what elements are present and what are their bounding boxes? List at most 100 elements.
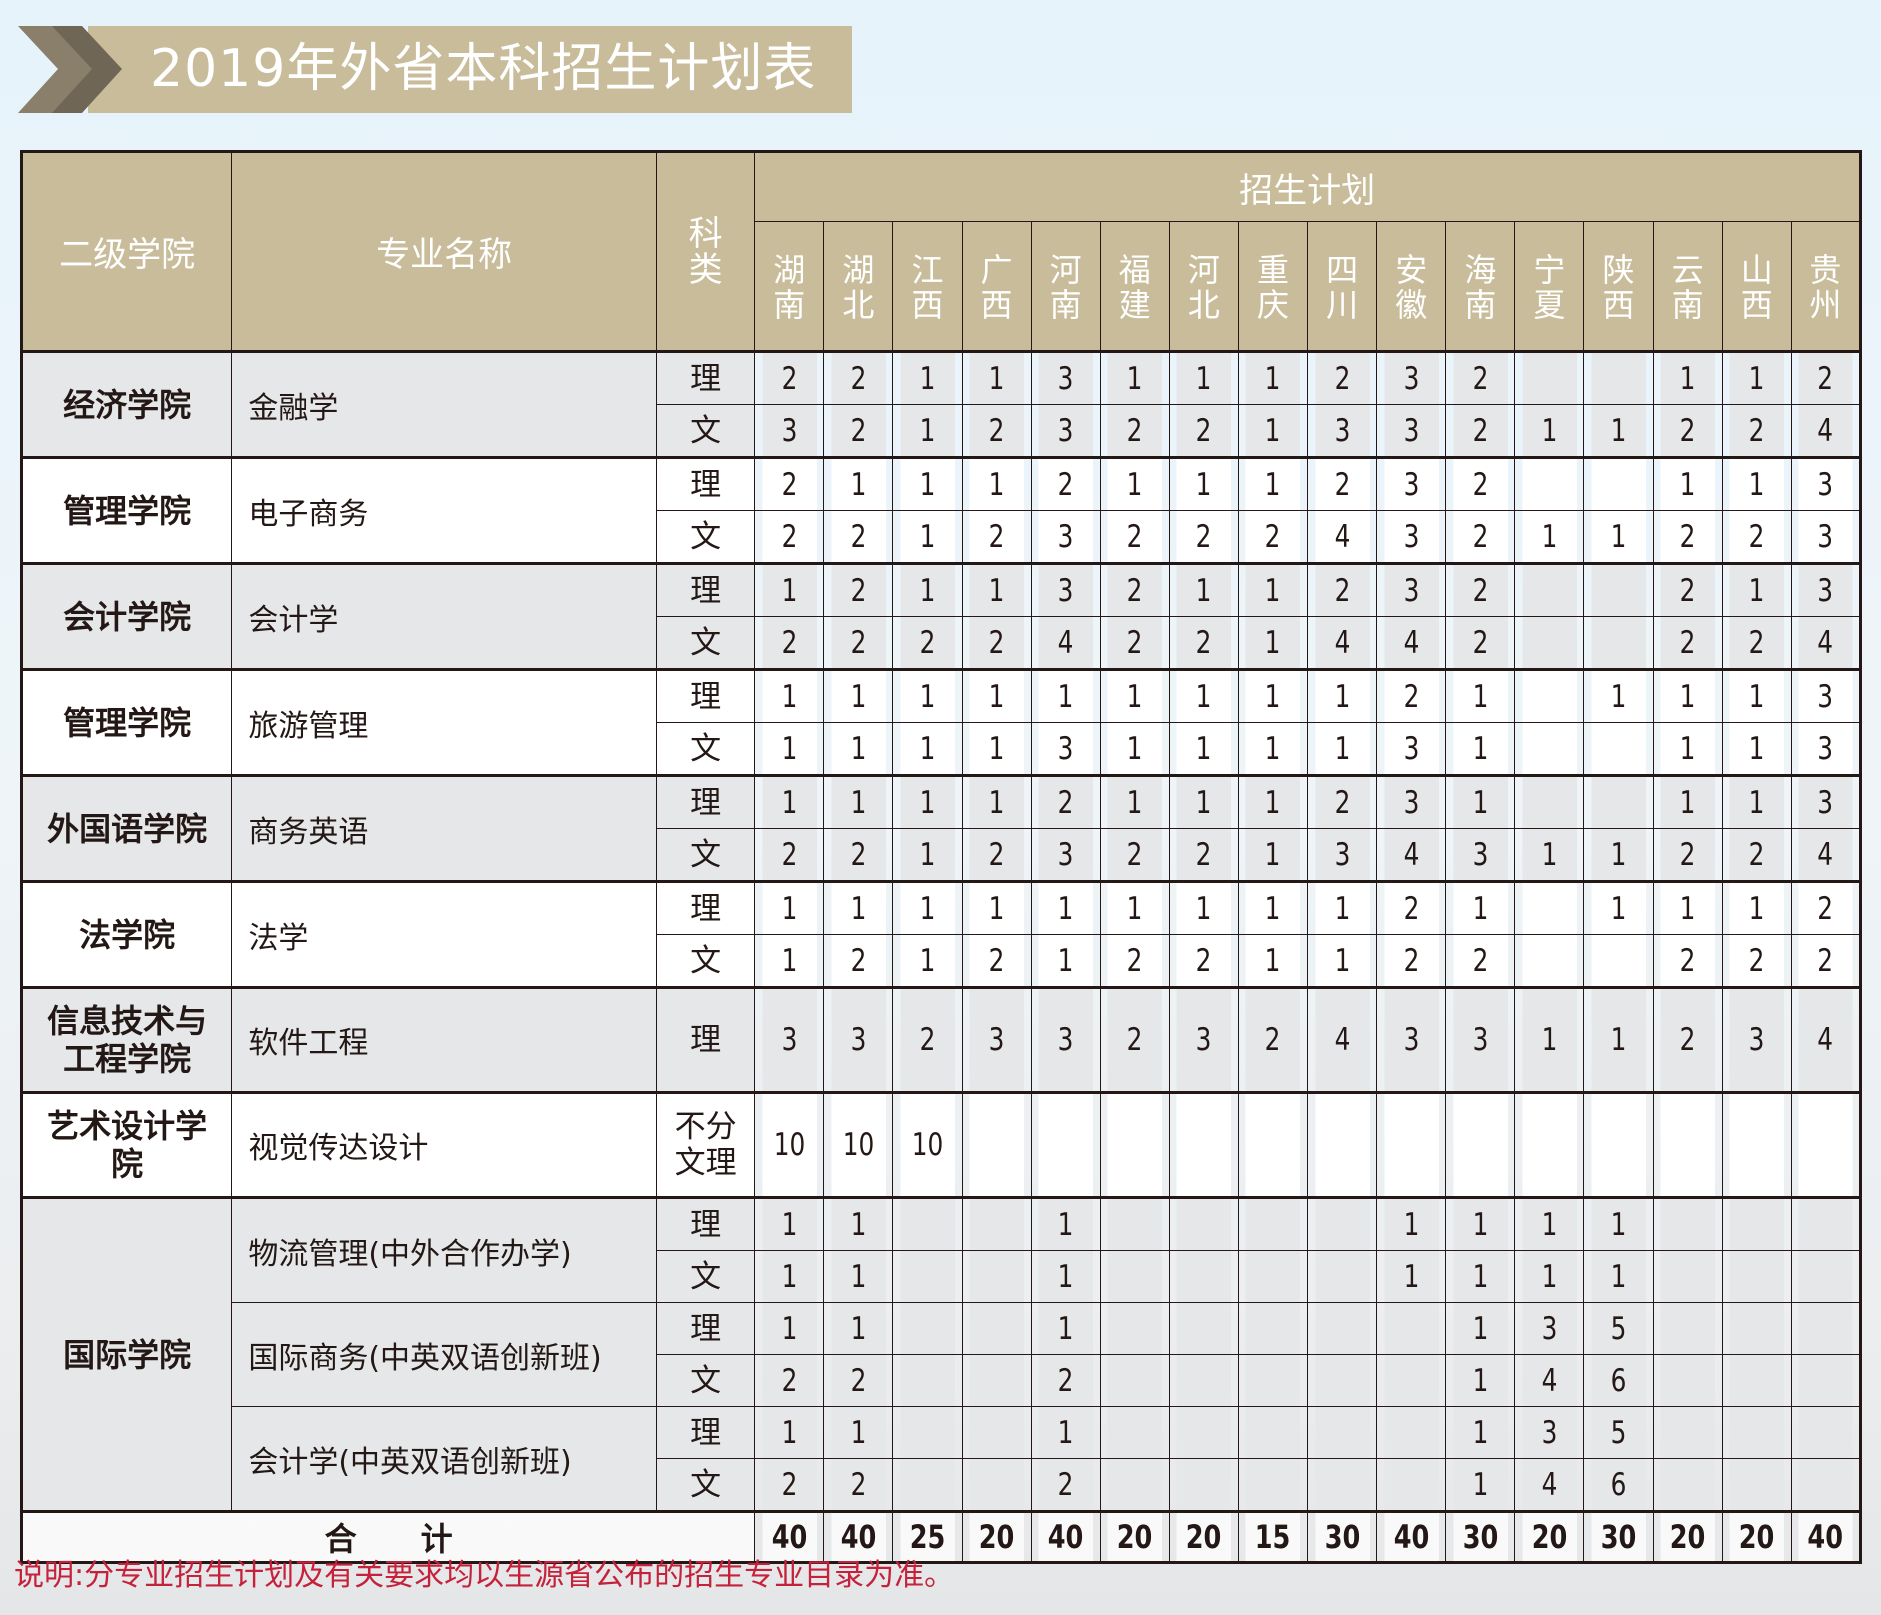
quota-cell: 6 <box>1590 1458 1647 1512</box>
quota-cell: 2 <box>1452 562 1509 617</box>
quota-cell: 1 <box>1452 1196 1509 1251</box>
college-cell: 管理学院 <box>20 668 233 776</box>
quota-cell: 5 <box>1590 1406 1647 1459</box>
quota-cell: 1 <box>1244 350 1302 405</box>
quota-cell <box>1452 1091 1509 1198</box>
quota-cell: 2 <box>1728 404 1785 458</box>
quota-cell: 1 <box>1175 562 1232 617</box>
quota-cell: 2 <box>1106 510 1163 564</box>
quota-cell: 2 <box>830 828 887 882</box>
quota-cell: 1 <box>899 510 956 564</box>
quota-cell: 1 <box>1590 1250 1647 1303</box>
quota-cell <box>1383 1354 1440 1407</box>
quota-cell: 1 <box>1175 350 1232 405</box>
quota-cell: 4 <box>1383 828 1440 882</box>
kind-cell: 理 <box>656 562 756 617</box>
quota-cell: 2 <box>968 828 1025 882</box>
quota-cell: 1 <box>1521 404 1578 458</box>
quota-cell: 1 <box>1728 722 1785 776</box>
header-plan: 招生计划 <box>754 151 1861 222</box>
table-row: 国际商务(中英双语创新班) 理 1 1 1 1 3 5 <box>22 1302 1861 1407</box>
quota-cell: 2 <box>1383 668 1440 723</box>
quota-cell <box>899 1302 956 1355</box>
quota-cell: 1 <box>1106 456 1163 511</box>
quota-cell: 2 <box>1728 616 1785 670</box>
province-header: 河南 <box>1030 221 1101 352</box>
quota-cell <box>968 1354 1025 1407</box>
quota-cell: 1 <box>830 456 887 511</box>
total-cell: 15 <box>1244 1510 1302 1563</box>
quota-cell: 1 <box>1521 1250 1578 1303</box>
major-cell: 物流管理(中外合作办学) <box>231 1196 658 1303</box>
quota-cell: 2 <box>1728 510 1785 564</box>
kind-cell: 文 <box>656 1354 756 1407</box>
quota-cell: 2 <box>1314 350 1371 405</box>
quota-cell <box>1521 722 1578 776</box>
quota-cell: 1 <box>968 668 1025 723</box>
quota-cell: 3 <box>1037 350 1094 405</box>
quota-cell: 1 <box>1106 722 1163 776</box>
quota-cell: 2 <box>1659 934 1716 988</box>
header-kind: 科类 <box>656 151 756 352</box>
kind-cell: 理 <box>656 1406 756 1459</box>
major-cell: 视觉传达设计 <box>231 1091 658 1198</box>
quota-cell <box>1590 350 1647 405</box>
quota-cell: 1 <box>1106 668 1163 723</box>
header-college: 二级学院 <box>20 151 233 352</box>
total-cell: 40 <box>761 1510 818 1563</box>
quota-cell: 2 <box>1797 350 1854 405</box>
quota-cell: 3 <box>1037 828 1094 882</box>
quota-cell: 10 <box>830 1091 887 1198</box>
quota-cell: 3 <box>1797 668 1854 723</box>
total-cell: 30 <box>1314 1510 1371 1563</box>
quota-cell <box>1175 1458 1232 1512</box>
quota-cell: 2 <box>1175 934 1232 988</box>
total-cell: 40 <box>1383 1510 1440 1563</box>
page-title: 2019年外省本科招生计划表 <box>150 39 817 99</box>
quota-cell: 3 <box>1452 986 1509 1093</box>
college-cell: 法学院 <box>20 880 233 988</box>
footnote: 说明:分专业招生计划及有关要求均以生源省公布的招生专业目录为准。 <box>14 1558 955 1593</box>
quota-cell: 3 <box>1797 774 1854 829</box>
total-cell: 20 <box>1521 1510 1578 1563</box>
quota-cell: 2 <box>1037 1354 1094 1407</box>
quota-cell: 2 <box>1659 616 1716 670</box>
kind-cell: 文 <box>656 934 756 988</box>
quota-cell <box>899 1354 956 1407</box>
quota-cell: 2 <box>830 934 887 988</box>
major-cell: 法学 <box>231 880 658 988</box>
quota-cell: 3 <box>1728 986 1785 1093</box>
quota-cell: 1 <box>968 562 1025 617</box>
quota-cell <box>1728 1458 1785 1512</box>
major-cell: 电子商务 <box>231 456 658 564</box>
quota-cell: 3 <box>1383 456 1440 511</box>
quota-cell <box>1521 668 1578 723</box>
quota-cell <box>1659 1250 1716 1303</box>
quota-cell: 1 <box>1521 986 1578 1093</box>
college-cell: 艺术设计学院 <box>20 1091 233 1198</box>
quota-cell: 2 <box>1106 934 1163 988</box>
quota-cell: 2 <box>1659 986 1716 1093</box>
quota-cell <box>1590 1091 1647 1198</box>
quota-cell <box>1314 1354 1371 1407</box>
quota-cell: 4 <box>1314 510 1371 564</box>
quota-cell: 2 <box>830 1458 887 1512</box>
quota-cell <box>1521 562 1578 617</box>
kind-cell: 文 <box>656 722 756 776</box>
quota-cell <box>1728 1354 1785 1407</box>
quota-cell: 1 <box>1659 774 1716 829</box>
quota-cell: 3 <box>1314 404 1371 458</box>
kind-cell: 文 <box>656 1250 756 1303</box>
quota-cell: 1 <box>899 722 956 776</box>
quota-cell: 1 <box>968 774 1025 829</box>
quota-cell: 1 <box>1244 456 1302 511</box>
quota-cell: 1 <box>1244 668 1302 723</box>
quota-cell: 2 <box>1452 404 1509 458</box>
kind-cell: 理 <box>656 986 756 1093</box>
quota-cell: 1 <box>1452 1302 1509 1355</box>
quota-cell <box>1797 1458 1854 1512</box>
quota-cell: 2 <box>1037 1458 1094 1512</box>
quota-cell: 1 <box>1452 668 1509 723</box>
